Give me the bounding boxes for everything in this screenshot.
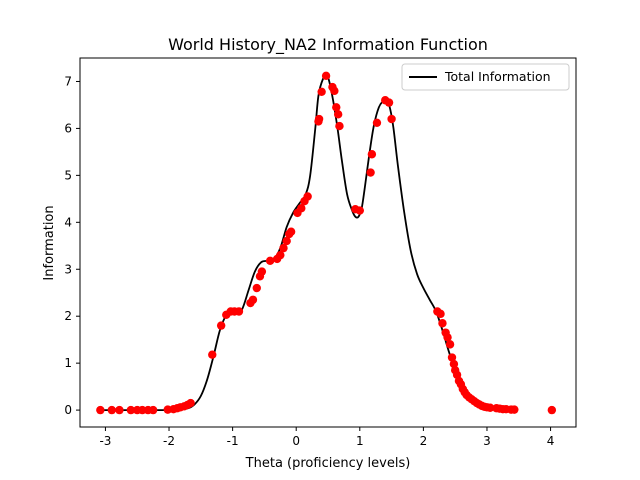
item-point: [126, 405, 136, 415]
item-point: [216, 321, 226, 330]
item-point: [333, 110, 343, 119]
item-point: [303, 192, 312, 201]
y-tick-label: 1: [64, 356, 72, 370]
plot-area: [96, 71, 557, 415]
item-point: [367, 150, 377, 159]
item-point: [248, 295, 258, 304]
x-tick-label: 1: [356, 434, 364, 448]
item-point: [252, 283, 261, 293]
item-point: [265, 256, 275, 266]
y-tick-label: 5: [64, 168, 72, 182]
item-point: [314, 114, 324, 124]
x-tick-label: 0: [292, 434, 300, 448]
item-point: [445, 340, 455, 349]
item-point: [148, 405, 158, 415]
item-point: [332, 103, 341, 112]
item-point: [186, 398, 195, 408]
item-point: [443, 333, 452, 342]
legend: Total Information: [401, 63, 570, 91]
item-point: [286, 227, 296, 236]
y-tick-label: 2: [64, 309, 72, 323]
item-point: [485, 403, 495, 412]
item-point: [257, 267, 267, 276]
item-point: [366, 168, 375, 177]
item-point: [115, 405, 124, 415]
item-point: [279, 243, 288, 253]
x-tick-label: 2: [420, 434, 428, 448]
item-point: [107, 405, 116, 415]
item-point: [372, 118, 382, 127]
x-tick-label: -3: [99, 434, 111, 448]
item-point: [96, 405, 105, 415]
item-point: [355, 206, 364, 215]
item-point: [387, 114, 396, 124]
x-tick-label: 3: [483, 434, 491, 448]
y-tick-label: 4: [64, 215, 72, 229]
axis-ticks: -3 -2 -1 0 1 2 3 4 0 1 2 3 4 5 6 7: [64, 74, 554, 448]
y-axis-label: Information: [42, 205, 57, 280]
y-tick-label: 0: [64, 403, 72, 417]
y-tick-label: 3: [64, 262, 72, 276]
x-tick-label: -2: [163, 434, 175, 448]
item-point: [510, 405, 519, 414]
legend-entry-total-information: Total Information: [444, 69, 551, 84]
legend-box: [401, 63, 570, 91]
item-point: [317, 87, 326, 97]
item-point: [282, 236, 291, 246]
item-point: [436, 309, 445, 319]
x-tick-label: 4: [547, 434, 555, 448]
item-point: [447, 353, 457, 362]
y-tick-label: 6: [64, 121, 72, 135]
item-point: [330, 86, 339, 96]
item-point: [547, 405, 557, 415]
chart-title: World History_NA2 Information Function: [168, 35, 488, 55]
item-point: [321, 71, 331, 81]
y-tick-label: 7: [64, 74, 72, 88]
item-point: [297, 204, 306, 213]
item-point: [234, 307, 244, 316]
item-point: [384, 98, 394, 107]
x-tick-label: -1: [227, 434, 239, 448]
item-point: [276, 250, 285, 260]
x-axis-label: Theta (proficiency levels): [245, 456, 411, 471]
axes-frame: [79, 57, 577, 428]
item-point: [335, 121, 344, 131]
item-point: [208, 350, 217, 359]
item-point: [438, 319, 447, 328]
